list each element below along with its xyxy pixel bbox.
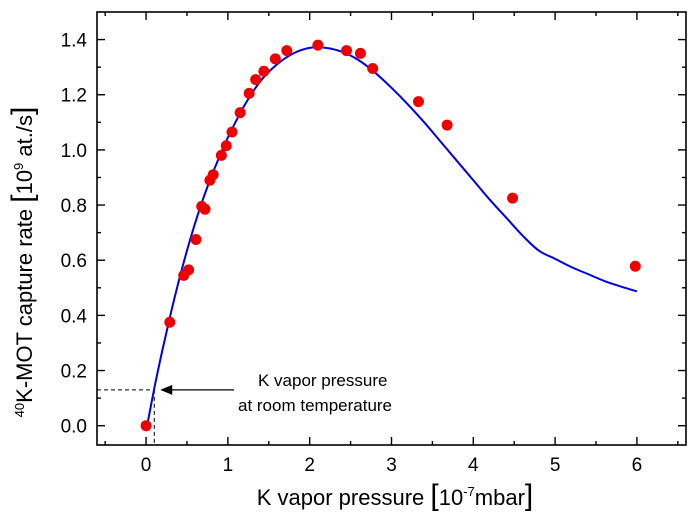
data-point [183,264,195,276]
data-point [281,45,293,57]
y-tick-label: 0.0 [61,417,87,438]
x-tick-label: 6 [632,455,643,476]
data-point [412,96,424,108]
y-tick-label: 1.4 [61,31,88,52]
y-tick-label: 0.6 [61,251,87,272]
x-axis-label-unit-rest: mbar [475,485,525,510]
y-axis-label-unit-rest: at./s [12,115,37,163]
annotation-arrow-head [160,384,173,395]
y-axis-label-bracket-close: ] [6,107,39,115]
y-tick-label: 0.8 [61,196,87,217]
x-tick-label: 5 [550,455,561,476]
data-point [190,234,202,246]
x-axis-label-bracket-close: ] [525,479,533,512]
y-axis-label-bracket-open: [ [6,194,39,203]
x-tick-label: 0 [141,455,152,476]
plot-area: 0 1 2 3 4 5 6 0.0 0.2 0.4 0.6 0.8 1.0 1.2 1.4 [61,11,687,476]
x-tick-label: 2 [304,455,315,476]
data-point [312,39,324,51]
x-axis-label-bracket-open: [ [430,479,439,512]
y-axis-label-sup: 40 [12,403,27,417]
data-point [269,53,281,65]
x-axis-label-unit-base: 10 [439,485,463,510]
data-point [234,107,246,119]
data-point [140,420,152,432]
x-tick-label: 3 [386,455,397,476]
annotation-line-2: at room temperature [238,396,392,415]
y-axis-label-unit-base: 10 [12,170,37,194]
data-point [199,203,211,215]
fit-curve [145,46,638,432]
y-tick-label: 0.2 [61,362,87,383]
data-point [258,65,270,77]
x-axis-label-unit-exp: -7 [463,484,475,499]
data-point [629,260,641,272]
y-axis-label-main: K-MOT capture rate [12,203,37,403]
y-axis-label-unit-exp: 9 [11,163,26,170]
y-tick-label: 1.0 [61,141,87,162]
data-point [250,74,262,86]
data-point [226,126,238,138]
plot-frame [96,11,687,446]
x-axis-label: K vapor pressure [10-7mbar] [257,479,534,512]
x-axis-label-main: K vapor pressure [257,485,431,510]
data-point [164,316,176,328]
data-point [354,47,366,59]
annotation-line-1: K vapor pressure [258,371,387,390]
data-point [207,169,219,181]
data-point [341,45,353,57]
data-point [367,63,379,75]
y-tick-label: 0.4 [61,306,88,327]
data-point [220,140,232,152]
data-point [215,149,227,161]
y-axis-label: 40K-MOT capture rate [109 at./s] [6,107,39,418]
data-point [441,119,453,131]
data-point [243,87,255,99]
data-point [507,192,519,204]
x-tick-label: 4 [468,455,479,476]
x-tick-label: 1 [223,455,234,476]
y-tick-label: 1.2 [61,86,87,107]
